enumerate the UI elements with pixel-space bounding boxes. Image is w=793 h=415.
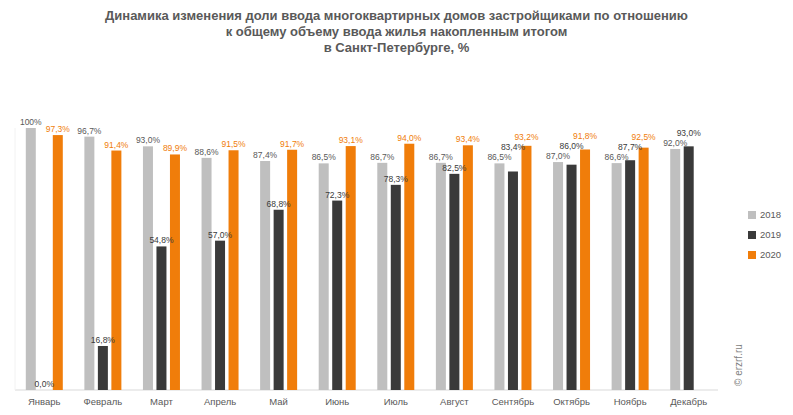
x-tick-label: Декабрь (670, 396, 707, 407)
bar (202, 158, 212, 390)
legend-label: 2020 (760, 249, 781, 260)
data-labels: 100% 0,0% 97,3% 96,7% 16,8% 91,4% 93,0% 54,8% 89… (20, 117, 701, 389)
data-label: 83,4% (501, 142, 526, 152)
legend-swatch (748, 251, 756, 259)
data-label: 89,9% (163, 143, 188, 153)
bar (156, 246, 166, 390)
bar (567, 165, 577, 390)
data-label: 93,1% (339, 135, 364, 145)
x-tick-label: Ноябрь (614, 396, 647, 407)
data-label: 78,3% (384, 174, 409, 184)
legend-label: 2019 (760, 229, 781, 240)
legend-label: 2018 (760, 209, 781, 220)
bar (391, 185, 401, 390)
data-label: 86,7% (429, 152, 454, 162)
bar (215, 241, 225, 390)
x-tick-label: Июнь (325, 396, 349, 407)
chart: Динамика изменения доли ввода многокварт… (0, 0, 793, 415)
data-label: 96,7% (77, 126, 102, 136)
data-label: 82,5% (442, 163, 467, 173)
data-label: 16,8% (91, 335, 116, 345)
bar (332, 201, 342, 390)
bar (449, 174, 459, 390)
bar (553, 162, 563, 390)
bar (625, 160, 635, 390)
bar (39, 390, 49, 391)
bar (346, 146, 356, 390)
data-label: 68,8% (267, 199, 292, 209)
x-tick-label: Октябрь (553, 396, 590, 407)
x-tick-label: Июль (384, 396, 408, 407)
x-tick-label: Май (269, 396, 288, 407)
data-label: 87,4% (253, 150, 278, 160)
bar (274, 210, 284, 390)
data-label: 86,7% (370, 152, 395, 162)
bar (111, 151, 121, 390)
bar (53, 135, 63, 390)
x-tick-label: Март (150, 396, 173, 407)
bar (684, 146, 694, 390)
data-label: 92,5% (632, 132, 657, 142)
bar (580, 149, 590, 390)
title: Динамика изменения доли ввода многокварт… (105, 8, 688, 55)
bars (26, 128, 694, 390)
data-label: 54,8% (149, 235, 174, 245)
bar (260, 161, 270, 390)
bar (26, 128, 36, 390)
bar (436, 163, 446, 390)
x-tick-label: Февраль (84, 396, 123, 407)
data-label: 87,7% (618, 142, 643, 152)
x-tick-label: Апрель (204, 396, 236, 407)
bar (170, 154, 180, 390)
x-tick-label: Январь (28, 396, 61, 407)
legend: 2018 2019 2020 (748, 209, 781, 260)
data-label: 88,6% (194, 147, 219, 157)
data-label: 93,0% (136, 135, 161, 145)
bar (494, 163, 504, 390)
data-label: 92,0% (663, 138, 688, 148)
watermark: © erzrf.ru (733, 344, 744, 386)
legend-swatch (748, 211, 756, 219)
bar (377, 163, 387, 390)
bar (287, 150, 297, 390)
data-label: 91,8% (573, 131, 598, 141)
data-label: 91,7% (280, 139, 305, 149)
bar (612, 163, 622, 390)
y-range-line (15, 128, 16, 390)
data-label: 72,3% (325, 190, 350, 200)
bar (639, 148, 649, 390)
data-label: 93,2% (514, 132, 539, 142)
legend-swatch (748, 231, 756, 239)
data-label: 0,0% (35, 379, 55, 389)
bar (521, 146, 531, 390)
background (0, 0, 793, 415)
x-tick-label: Сентябрь (492, 396, 535, 407)
bar (463, 145, 473, 390)
bar (84, 137, 94, 390)
x-tick-label: Август (440, 396, 469, 407)
data-label: 100% (20, 117, 42, 127)
bar (508, 171, 518, 390)
data-label: 86,0% (559, 141, 584, 151)
data-label: 57,0% (208, 230, 233, 240)
data-label: 91,5% (221, 139, 246, 149)
data-label: 93,0% (677, 128, 702, 138)
data-label: 86,6% (605, 152, 630, 162)
data-label: 94,0% (397, 133, 422, 143)
data-label: 87,0% (546, 151, 571, 161)
bar (670, 149, 680, 390)
data-label: 93,4% (456, 134, 481, 144)
bar (143, 146, 153, 390)
bar (229, 150, 239, 390)
data-label: 86,5% (487, 152, 512, 162)
bar (98, 346, 108, 390)
data-label: 86,5% (312, 152, 337, 162)
data-label: 91,4% (104, 140, 129, 150)
data-label: 97,3% (46, 124, 71, 134)
